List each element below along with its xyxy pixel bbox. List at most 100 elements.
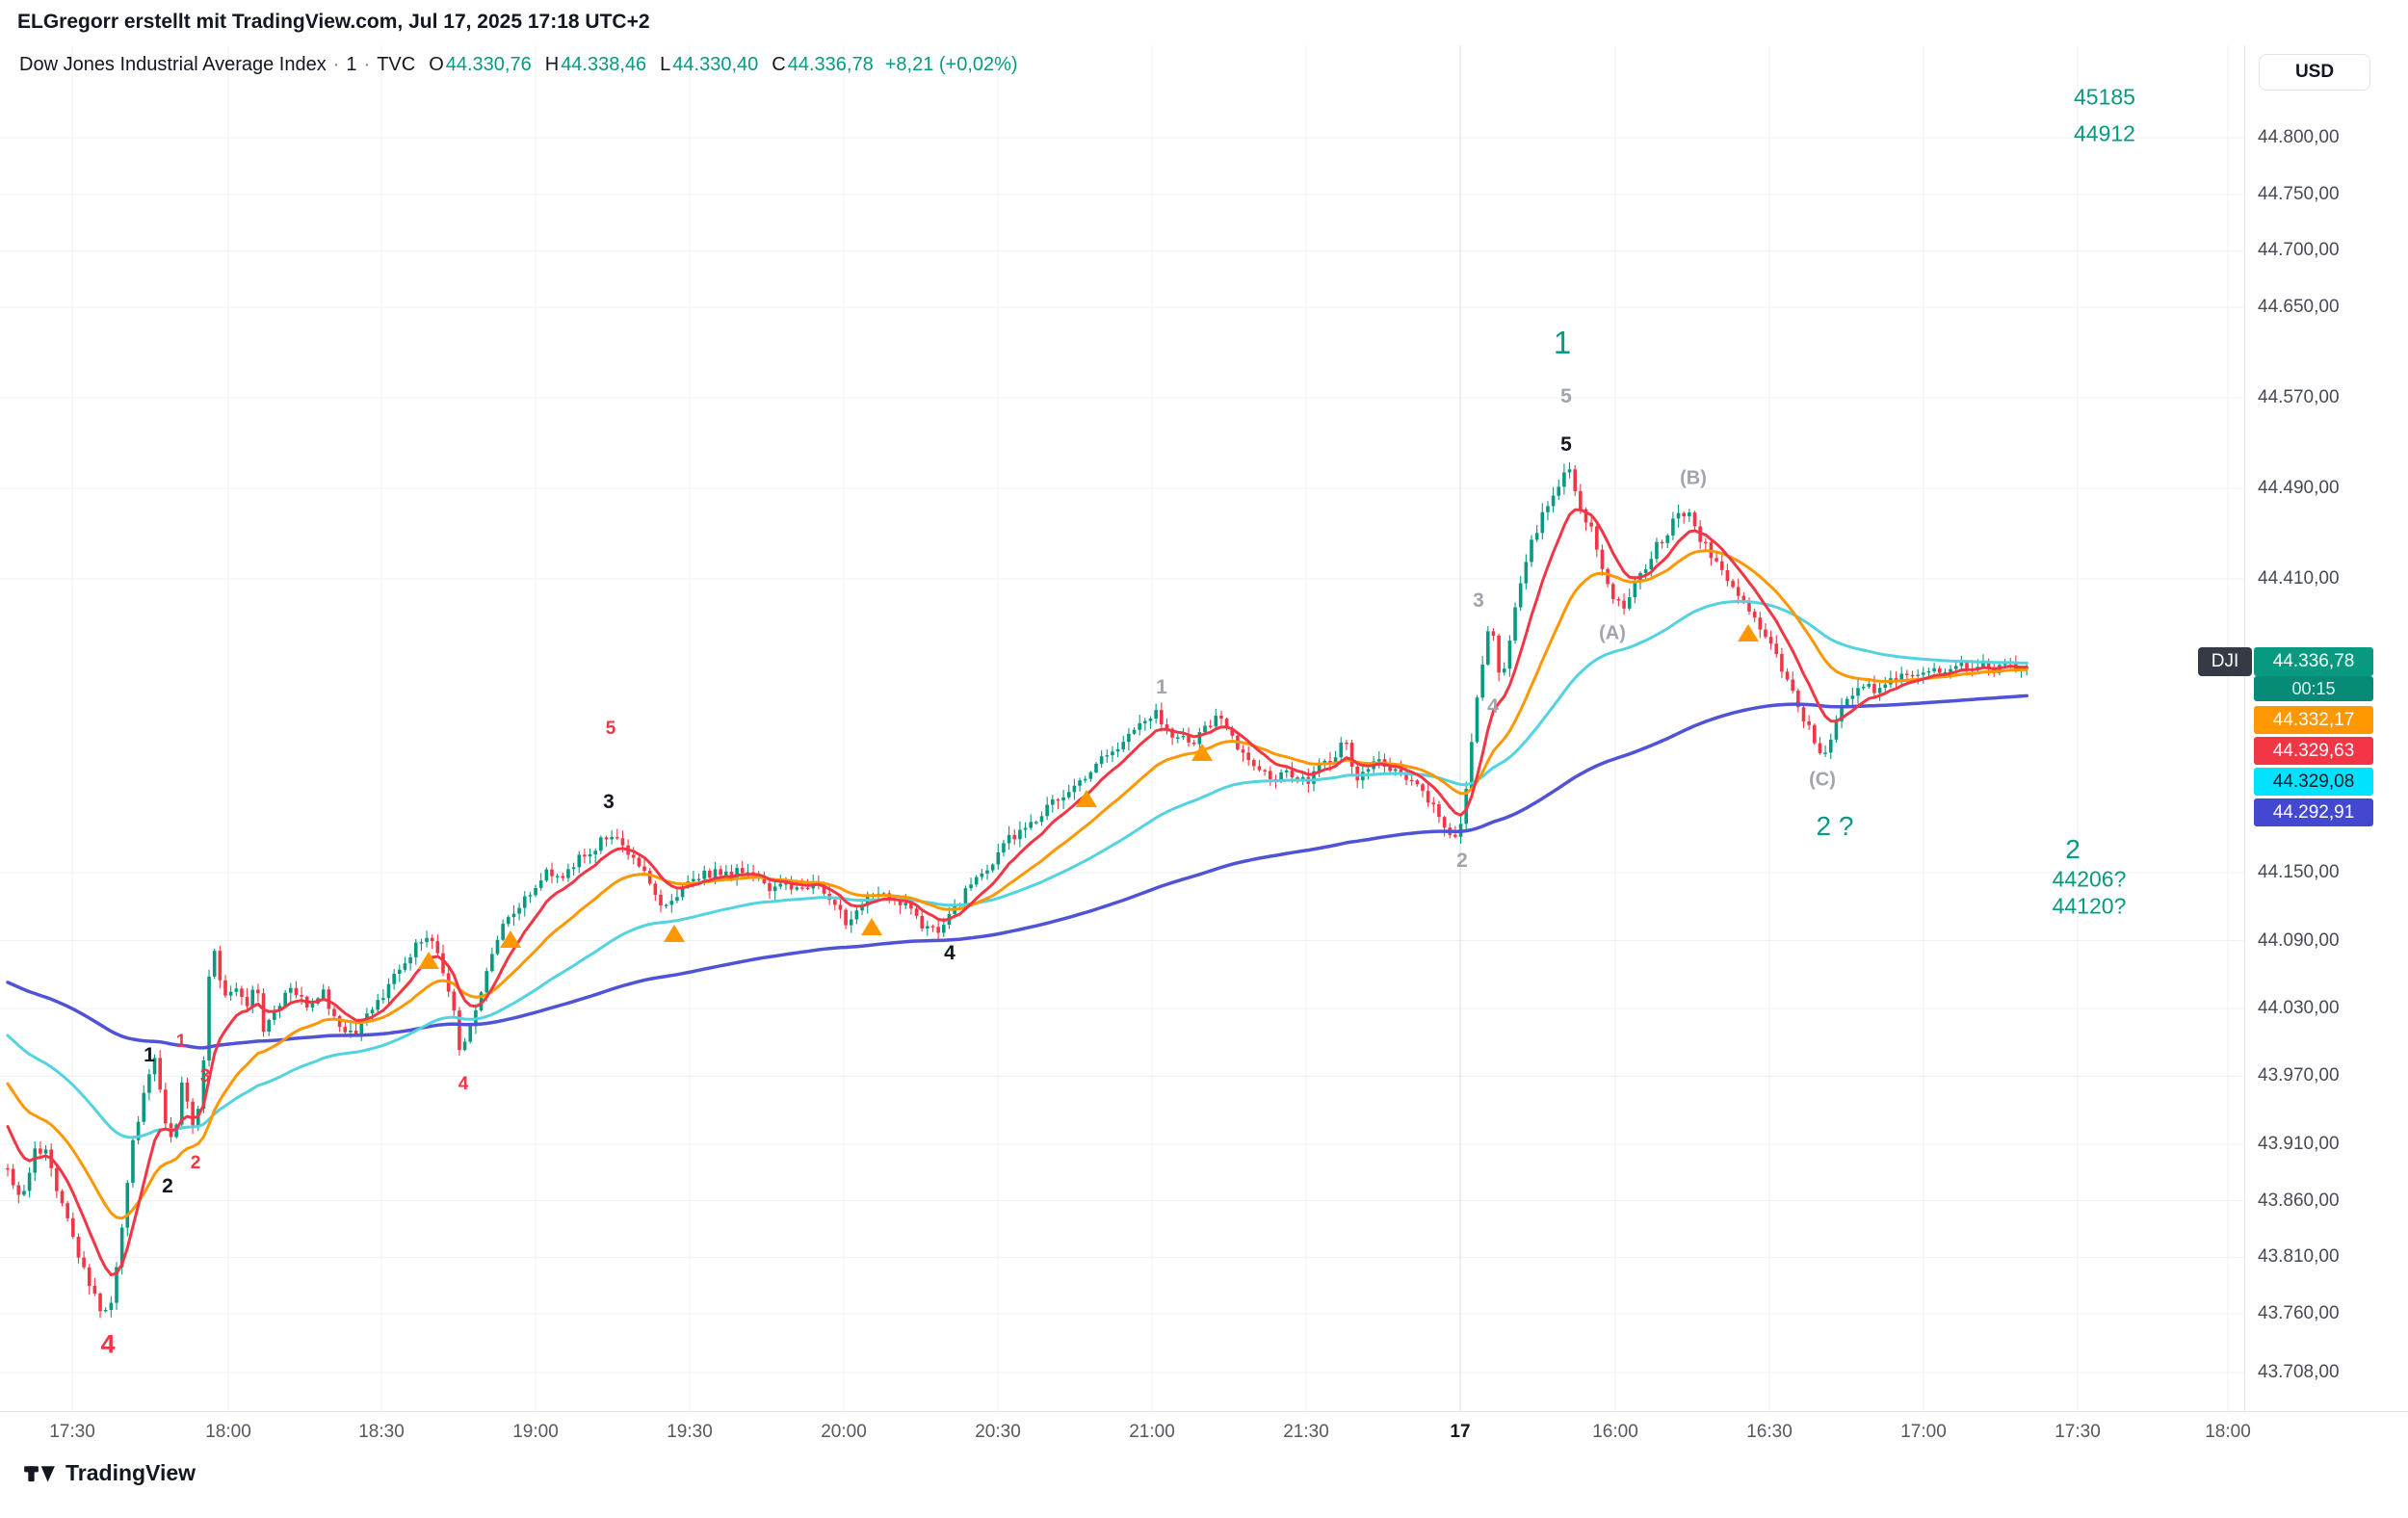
open-label: O xyxy=(429,54,444,75)
tradingview-logo[interactable]: TradingView xyxy=(23,1456,196,1489)
time-axis-label: 18:00 xyxy=(2205,1422,2251,1442)
wave-label[interactable]: (B) xyxy=(1680,467,1707,489)
time-axis-label: 21:30 xyxy=(1283,1422,1329,1442)
up-triangle-icon[interactable] xyxy=(500,930,521,948)
wave-label[interactable]: (C) xyxy=(1809,769,1836,791)
price-axis-label: 44.490,00 xyxy=(2258,477,2340,498)
up-triangle-icon[interactable] xyxy=(1076,790,1097,807)
wave-label[interactable]: 2 xyxy=(190,1153,201,1173)
time-axis-label: 16:00 xyxy=(1592,1422,1638,1442)
price-axis-label: 44.150,00 xyxy=(2258,862,2340,883)
price-axis-label: 44.410,00 xyxy=(2258,567,2340,589)
wave-label[interactable]: (A) xyxy=(1599,622,1626,644)
price-axis-label: 43.708,00 xyxy=(2258,1362,2340,1382)
ma-line-orange xyxy=(6,549,2028,1220)
price-axis-label: 43.910,00 xyxy=(2258,1133,2340,1154)
price-axis-label: 44.800,00 xyxy=(2258,127,2340,147)
wave-label[interactable]: 1 xyxy=(175,1032,187,1052)
attribution-text: ELGregorr erstellt mit TradingView.com, … xyxy=(17,11,650,33)
ma-line-red xyxy=(6,508,2028,1277)
ma-price-badge: 44.292,91 xyxy=(2254,798,2373,826)
close-value: 44.336,78 xyxy=(787,54,874,75)
wave-label[interactable]: 44912 xyxy=(2074,120,2135,146)
legend-separator: · xyxy=(363,54,371,75)
wave-label[interactable]: 3 xyxy=(603,791,615,813)
price-axis-label: 44.570,00 xyxy=(2258,387,2340,408)
tradingview-logo-icon xyxy=(24,1466,55,1482)
ma-price-badge: 44.332,17 xyxy=(2254,706,2373,734)
wave-label[interactable]: 2 xyxy=(162,1175,173,1197)
wave-label[interactable]: 1 xyxy=(1553,325,1572,360)
wave-label[interactable]: 4 xyxy=(100,1329,116,1359)
wave-label[interactable]: 44120? xyxy=(2052,893,2127,919)
symbol-name[interactable]: Dow Jones Industrial Average Index xyxy=(19,54,327,75)
high-value: 44.338,46 xyxy=(561,54,647,75)
wave-label[interactable]: 3 xyxy=(199,1066,211,1086)
up-triangle-icon[interactable] xyxy=(1191,744,1213,761)
price-axis-label: 44.650,00 xyxy=(2258,297,2340,318)
high-label: H xyxy=(544,54,560,75)
time-axis-label: 18:00 xyxy=(205,1422,251,1442)
close-label: C xyxy=(772,54,786,75)
time-axis-label: 17:30 xyxy=(2055,1422,2101,1442)
up-triangle-icon[interactable] xyxy=(418,952,439,969)
wave-label[interactable]: 44206? xyxy=(2052,866,2127,892)
time-axis-label: 21:00 xyxy=(1129,1422,1175,1442)
wave-label[interactable]: 1 xyxy=(1156,676,1167,698)
wave-label[interactable]: 5 xyxy=(1560,433,1572,456)
time-axis-label: 17:30 xyxy=(49,1422,95,1442)
up-triangle-markers[interactable] xyxy=(418,624,1759,969)
wave-label[interactable]: 4 xyxy=(458,1074,469,1094)
low-value: 44.330,40 xyxy=(672,54,759,75)
time-axis-label: 17:00 xyxy=(1900,1422,1947,1442)
time-axis-label: 20:00 xyxy=(821,1422,867,1442)
time-axis-label: 16:30 xyxy=(1746,1422,1793,1442)
last-price-row: DJI 44.336,78 xyxy=(0,647,2408,676)
wave-label[interactable]: 4 xyxy=(944,942,955,964)
price-axis-label: 44.700,00 xyxy=(2258,240,2340,261)
low-label: L xyxy=(660,54,671,75)
bar-countdown-badge: 00:15 xyxy=(2254,676,2373,701)
time-axis-border xyxy=(0,1411,2408,1412)
wave-label[interactable]: 5 xyxy=(605,719,616,739)
wave-label[interactable]: 45185 xyxy=(2074,84,2135,110)
price-axis-label: 43.810,00 xyxy=(2258,1246,2340,1268)
change-value: +8,21 (+0,02%) xyxy=(884,54,1018,75)
grid-lines xyxy=(0,45,2244,1411)
wave-label[interactable]: 3 xyxy=(1473,589,1484,612)
price-axis-label: 44.030,00 xyxy=(2258,997,2340,1018)
time-axis-label: 20:30 xyxy=(975,1422,1021,1442)
price-axis-label: 43.860,00 xyxy=(2258,1190,2340,1211)
wave-label[interactable]: 4 xyxy=(1487,695,1499,718)
ma-line-blue xyxy=(6,694,2028,1050)
ma-price-badge: 44.329,63 xyxy=(2254,737,2373,765)
price-axis-label: 44.750,00 xyxy=(2258,183,2340,204)
price-axis-label: 43.760,00 xyxy=(2258,1302,2340,1323)
interval-value[interactable]: 1 xyxy=(346,54,357,75)
up-triangle-icon[interactable] xyxy=(861,918,882,935)
ma-line-cyan xyxy=(6,599,2028,1139)
currency-button[interactable]: USD xyxy=(2259,54,2370,91)
price-axis-border xyxy=(2244,45,2245,1411)
symbol-legend[interactable]: Dow Jones Industrial Average Index · 1 · TVC… xyxy=(19,54,1018,76)
wave-label[interactable]: 2 xyxy=(1456,850,1468,872)
ma-price-badge: 44.329,08 xyxy=(2254,768,2373,796)
up-triangle-icon[interactable] xyxy=(1738,624,1759,641)
tradingview-logo-text: TradingView xyxy=(65,1459,196,1485)
wave-label[interactable]: 5 xyxy=(1560,385,1572,407)
legend-separator: · xyxy=(332,54,340,75)
wave-label[interactable]: 1 xyxy=(144,1044,155,1066)
wave-label[interactable]: 2 ? xyxy=(1816,811,1854,841)
wave-label[interactable]: 2 xyxy=(2065,834,2081,864)
time-axis-label: 19:00 xyxy=(512,1422,559,1442)
date-axis-label: 17 xyxy=(1450,1422,1471,1442)
exchange-name: TVC xyxy=(377,54,416,75)
open-value: 44.330,76 xyxy=(445,54,532,75)
candlestick-layer xyxy=(6,462,2028,1319)
time-axis-label: 19:30 xyxy=(667,1422,713,1442)
price-axis-label: 44.090,00 xyxy=(2258,929,2340,951)
up-triangle-icon[interactable] xyxy=(664,925,685,942)
